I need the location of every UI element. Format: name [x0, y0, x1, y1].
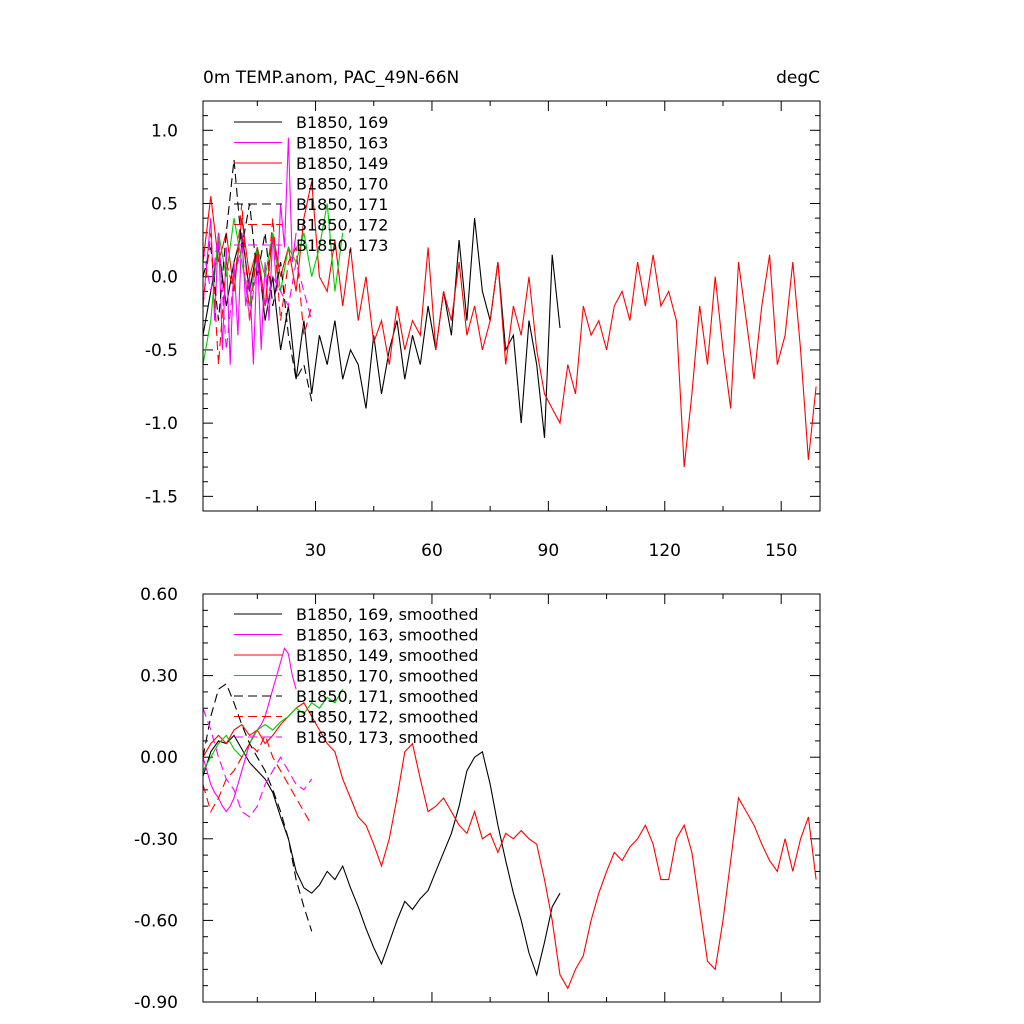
y-tick-label: 0.30: [140, 667, 178, 687]
series-line: [202, 734, 561, 977]
legend-label: B1850, 172, smoothed: [296, 708, 479, 727]
x-tick-label: 60: [421, 541, 443, 561]
series-line: [202, 688, 344, 772]
top-chart-title: 0m TEMP.anom, PAC_49N-66N: [203, 68, 459, 88]
y-tick-label: 0.0: [151, 268, 178, 288]
legend-label: B1850, 170: [296, 175, 388, 194]
series-line: [202, 708, 313, 818]
y-tick-label: -0.5: [145, 341, 178, 361]
y-tick-label: 0.60: [140, 585, 178, 605]
x-tick-label: 120: [649, 541, 681, 561]
legend-label: B1850, 173: [296, 236, 388, 255]
legend-label: B1850, 169, smoothed: [296, 605, 479, 624]
bottom-panel: 0.60 0.30 0.00 -0.30 -0.60 -0.90 B1850, 169, …: [134, 585, 821, 1013]
legend-label: B1850, 172: [296, 216, 388, 235]
legend-label: B1850, 163, smoothed: [296, 626, 479, 645]
x-tick-label: 150: [765, 541, 797, 561]
bottom-plot-frame: [202, 593, 821, 1003]
series-line: [202, 702, 817, 990]
top-chart-units: degC: [776, 68, 820, 88]
series-line: [202, 203, 344, 365]
bottom-series: [202, 647, 817, 990]
x-tick-label: 90: [538, 541, 560, 561]
legend-label: B1850, 149, smoothed: [296, 646, 479, 665]
y-tick-label: -1.0: [145, 414, 178, 434]
y-tick-label: -1.5: [145, 487, 178, 507]
y-tick-label: 1.0: [151, 121, 178, 141]
bottom-legend: B1850, 169, smoothed B1850, 163, smoothed…: [234, 605, 479, 747]
y-tick-label: -0.30: [134, 830, 178, 850]
legend-label: B1850, 169: [296, 113, 388, 132]
series-line: [202, 203, 313, 365]
legend-label: B1850, 173, smoothed: [296, 728, 479, 747]
top-plot-frame: [202, 100, 821, 512]
legend-label: B1850, 163: [296, 134, 388, 153]
y-tick-label: 0.5: [151, 195, 178, 215]
legend-label: B1850, 170, smoothed: [296, 667, 479, 686]
legend-label: B1850, 171: [296, 195, 388, 214]
top-panel: 0m TEMP.anom, PAC_49N-66N degC 30 60 90 120…: [145, 68, 821, 561]
legend-label: B1850, 171, smoothed: [296, 687, 479, 706]
top-axes: 30 60 90 120 150 1.0 0.5 0.0 -0.5 -1.0 -1.5: [145, 100, 820, 561]
y-tick-label: 0.00: [140, 748, 178, 768]
legend-label: B1850, 149: [296, 154, 388, 173]
bottom-axes: 0.60 0.30 0.00 -0.30 -0.60 -0.90: [134, 585, 820, 1013]
series-line: [202, 232, 313, 350]
y-tick-label: -0.90: [134, 993, 178, 1013]
series-line: [202, 682, 313, 932]
x-tick-label: 30: [305, 541, 327, 561]
top-series: [202, 137, 817, 468]
y-tick-label: -0.60: [134, 911, 178, 931]
series-line: [202, 159, 313, 402]
series-line: [202, 733, 313, 826]
series-line: [202, 181, 817, 468]
series-line: [202, 647, 297, 813]
